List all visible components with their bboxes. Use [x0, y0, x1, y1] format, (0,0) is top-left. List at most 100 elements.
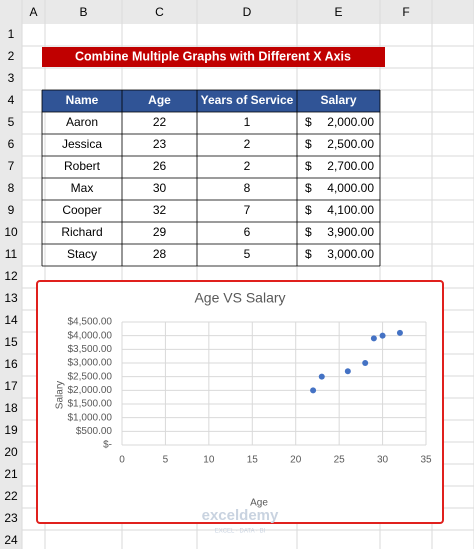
currency-symbol: $	[305, 225, 312, 239]
chart-frame	[36, 280, 444, 524]
table-cell: Jessica	[62, 137, 102, 151]
table-cell: 2	[244, 137, 251, 151]
row-header: 9	[8, 203, 15, 217]
row-header: 13	[4, 291, 18, 305]
table-cell: 23	[153, 137, 167, 151]
row-header: 20	[4, 445, 18, 459]
table-cell: Cooper	[62, 203, 101, 217]
row-header: 14	[4, 313, 18, 327]
column-header: D	[243, 5, 252, 19]
data-point	[318, 373, 325, 380]
y-tick-label: $500.00	[76, 426, 113, 437]
data-point	[379, 332, 386, 339]
currency-symbol: $	[305, 203, 312, 217]
x-tick-label: 15	[247, 455, 259, 466]
table-cell: 3,900.00	[327, 225, 374, 239]
banner-bg	[42, 47, 385, 67]
row-header: 10	[4, 225, 18, 239]
column-header: A	[29, 5, 37, 19]
row-header: 4	[8, 93, 15, 107]
data-point	[370, 335, 377, 342]
table-cell: 4,100.00	[327, 203, 374, 217]
row-header: 5	[8, 115, 15, 129]
currency-symbol: $	[305, 137, 312, 151]
currency-symbol: $	[305, 181, 312, 195]
row-header: 19	[4, 423, 18, 437]
y-tick-label: $-	[103, 440, 112, 451]
table-cell: 30	[153, 181, 167, 195]
row-header: 2	[8, 49, 15, 63]
y-tick-label: $4,500.00	[68, 317, 113, 328]
currency-symbol: $	[305, 115, 312, 129]
table-cell: 7	[244, 203, 251, 217]
table-cell: 2,700.00	[327, 159, 374, 173]
data-point	[362, 360, 369, 366]
data-point	[396, 329, 403, 336]
row-header: 22	[4, 489, 18, 503]
table-cell: Stacy	[67, 247, 97, 261]
table-cell: 2,500.00	[327, 137, 374, 151]
row-header: 18	[4, 401, 18, 415]
data-point	[310, 387, 317, 394]
y-tick-label: $2,500.00	[68, 371, 113, 382]
table-cell: 5	[244, 247, 251, 261]
table-cell: 3,000.00	[327, 247, 374, 261]
column-header: F	[402, 5, 409, 19]
chart-title: Age VS Salary	[194, 290, 285, 306]
y-axis-label: Salary	[55, 381, 66, 409]
watermark-tagline: EXCEL · DATA · BI	[215, 529, 266, 535]
table-cell: 4,000.00	[327, 181, 374, 195]
row-header: 3	[8, 71, 15, 85]
row-header-bar	[0, 24, 22, 549]
row-header: 8	[8, 181, 15, 195]
y-tick-label: $1,000.00	[68, 412, 113, 423]
table-header-cell: Years of Service	[201, 93, 294, 107]
currency-symbol: $	[305, 247, 312, 261]
table-cell: 32	[153, 203, 167, 217]
table-cell: 1	[244, 115, 251, 129]
x-tick-label: 0	[119, 455, 125, 466]
y-tick-label: $3,000.00	[68, 358, 113, 369]
column-header: C	[155, 5, 164, 19]
x-tick-label: 30	[377, 455, 389, 466]
row-header: 11	[5, 247, 18, 261]
column-header: B	[79, 5, 87, 19]
y-tick-label: $4,000.00	[68, 330, 113, 341]
y-tick-label: $1,500.00	[68, 399, 113, 410]
y-tick-label: $2,000.00	[68, 385, 113, 396]
table-cell: Robert	[64, 159, 101, 173]
table-cell: Richard	[61, 225, 102, 239]
table-header-cell: Salary	[320, 93, 356, 107]
table-header-bg	[42, 90, 380, 112]
row-header: 15	[4, 335, 18, 349]
table-cell: 2,000.00	[327, 115, 374, 129]
row-header: 7	[8, 159, 15, 173]
row-header: 24	[4, 533, 18, 547]
table-header-cell: Age	[148, 93, 171, 107]
table-cell: Aaron	[66, 115, 98, 129]
banner: Combine Multiple Graphs with Different X…	[75, 49, 351, 63]
x-tick-label: 20	[290, 455, 302, 466]
table-cell: 6	[244, 225, 251, 239]
table-cell: 8	[244, 181, 251, 195]
table-cell: Max	[71, 181, 94, 195]
watermark: exceldemy	[202, 507, 279, 524]
x-tick-label: 10	[203, 455, 215, 466]
row-header: 6	[8, 137, 15, 151]
table-header-cell: Name	[66, 93, 99, 107]
x-tick-label: 25	[334, 455, 346, 466]
row-header: 16	[4, 357, 18, 371]
x-tick-label: 5	[163, 455, 169, 466]
table-cell: 28	[153, 247, 167, 261]
data-point	[344, 368, 351, 375]
row-header: 21	[4, 467, 18, 481]
column-header-bar	[0, 0, 474, 24]
x-tick-label: 35	[420, 455, 432, 466]
row-header: 1	[8, 27, 15, 41]
table-cell: 29	[153, 225, 167, 239]
table-cell: 22	[153, 115, 167, 129]
x-axis-label: Age	[250, 498, 268, 509]
row-header: 12	[4, 269, 18, 283]
row-header: 17	[4, 379, 18, 393]
